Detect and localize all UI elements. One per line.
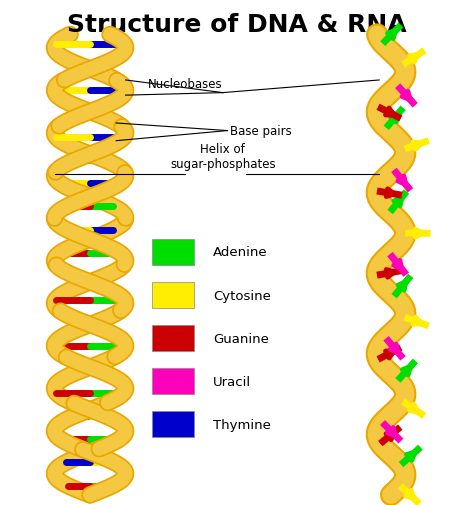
Text: Guanine: Guanine xyxy=(213,332,269,345)
Bar xyxy=(152,369,194,394)
Bar xyxy=(152,240,194,265)
Text: Nucleobases: Nucleobases xyxy=(148,78,223,91)
Text: Helix of
sugar-phosphates: Helix of sugar-phosphates xyxy=(170,142,275,170)
Text: Cytosine: Cytosine xyxy=(213,289,271,302)
Bar xyxy=(152,412,194,437)
Bar xyxy=(152,326,194,351)
Text: Adenine: Adenine xyxy=(213,246,268,259)
Text: Structure of DNA & RNA: Structure of DNA & RNA xyxy=(67,13,407,36)
Text: Uracil: Uracil xyxy=(213,375,251,388)
Bar xyxy=(152,283,194,308)
Text: Thymine: Thymine xyxy=(213,418,271,431)
Text: Base pairs: Base pairs xyxy=(230,125,292,138)
